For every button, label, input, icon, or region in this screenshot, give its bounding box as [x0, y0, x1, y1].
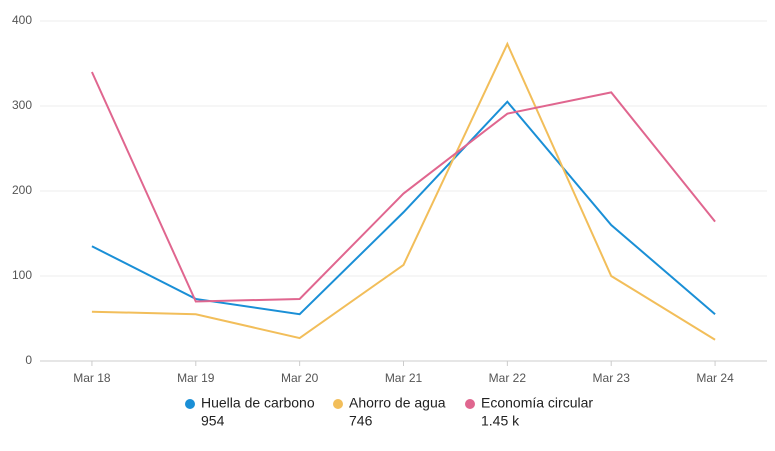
legend-label: Ahorro de agua: [349, 395, 446, 411]
y-tick-label: 100: [12, 268, 32, 282]
legend-label: Economía circular: [481, 395, 593, 411]
line-series: [91, 100, 716, 316]
legend-total: 954: [201, 413, 225, 429]
y-tick-label: 300: [12, 98, 32, 112]
x-tick-label: Mar 20: [281, 371, 319, 385]
x-tick-label: Mar 24: [696, 371, 734, 385]
legend-total: 746: [349, 413, 373, 429]
x-tick-label: Mar 21: [385, 371, 423, 385]
x-tick-label: Mar 19: [177, 371, 215, 385]
x-tick-label: Mar 22: [489, 371, 527, 385]
legend-marker: [185, 399, 195, 409]
x-tick-label: Mar 23: [593, 371, 631, 385]
legend-marker: [333, 399, 343, 409]
line-series: [91, 71, 716, 303]
legend-marker: [465, 399, 475, 409]
y-tick-label: 400: [12, 13, 32, 27]
y-tick-label: 200: [12, 183, 32, 197]
legend-label: Huella de carbono: [201, 395, 315, 411]
line-series: [91, 41, 716, 341]
y-tick-label: 0: [25, 353, 32, 367]
x-tick-label: Mar 18: [73, 371, 111, 385]
legend-total: 1.45 k: [481, 413, 520, 429]
